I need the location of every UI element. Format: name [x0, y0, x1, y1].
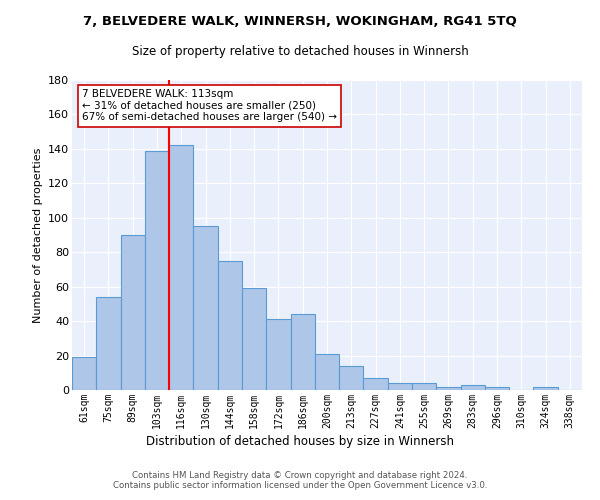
- Bar: [145, 150, 169, 390]
- Bar: [96, 297, 121, 390]
- Bar: [169, 146, 193, 390]
- Bar: [290, 314, 315, 390]
- Text: 7, BELVEDERE WALK, WINNERSH, WOKINGHAM, RG41 5TQ: 7, BELVEDERE WALK, WINNERSH, WOKINGHAM, …: [83, 15, 517, 28]
- Bar: [436, 386, 461, 390]
- Bar: [193, 226, 218, 390]
- Bar: [533, 386, 558, 390]
- Bar: [364, 378, 388, 390]
- Bar: [72, 358, 96, 390]
- Text: Contains HM Land Registry data © Crown copyright and database right 2024.
Contai: Contains HM Land Registry data © Crown c…: [113, 470, 487, 490]
- Bar: [388, 383, 412, 390]
- Bar: [485, 386, 509, 390]
- Bar: [339, 366, 364, 390]
- Bar: [242, 288, 266, 390]
- Y-axis label: Number of detached properties: Number of detached properties: [32, 148, 43, 322]
- Bar: [266, 320, 290, 390]
- Bar: [218, 261, 242, 390]
- Bar: [315, 354, 339, 390]
- Text: Size of property relative to detached houses in Winnersh: Size of property relative to detached ho…: [131, 45, 469, 58]
- Bar: [412, 383, 436, 390]
- Text: Distribution of detached houses by size in Winnersh: Distribution of detached houses by size …: [146, 435, 454, 448]
- Text: 7 BELVEDERE WALK: 113sqm
← 31% of detached houses are smaller (250)
67% of semi-: 7 BELVEDERE WALK: 113sqm ← 31% of detach…: [82, 90, 337, 122]
- Bar: [121, 235, 145, 390]
- Bar: [461, 385, 485, 390]
